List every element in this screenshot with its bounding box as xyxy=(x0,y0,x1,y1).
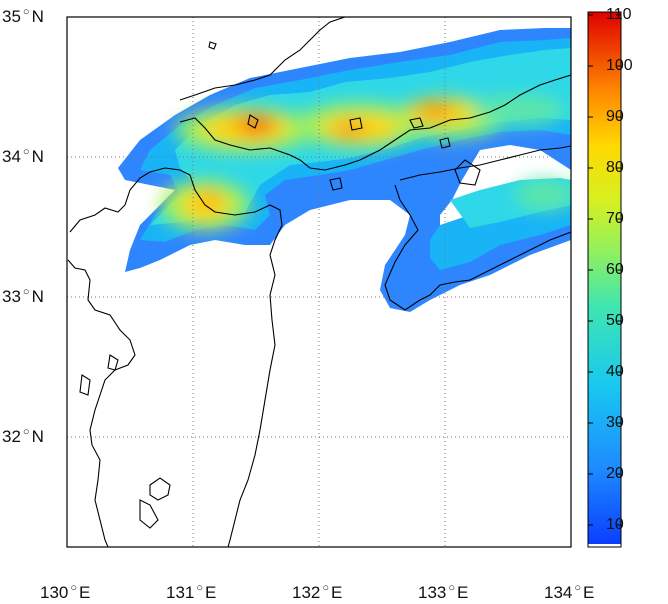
lat-hemisphere: N xyxy=(31,147,44,166)
lon-label-134: 134 ○ E xyxy=(544,582,595,604)
contour-level-85 xyxy=(334,122,366,138)
degree-symbol: ○ xyxy=(22,146,30,158)
lat-label-34: 34 ○ N xyxy=(2,146,44,168)
plot-frame xyxy=(66,16,572,548)
colorbar-tick-label: 50 xyxy=(606,312,624,329)
lon-hemisphere: E xyxy=(331,583,343,602)
degree-symbol: ○ xyxy=(22,426,30,438)
degree-symbol: ○ xyxy=(448,582,456,594)
rainfall-field xyxy=(118,28,571,312)
colorbar-tick-label: 70 xyxy=(606,210,624,227)
contour-level-40 xyxy=(475,95,565,125)
colorbar-tick-label: 80 xyxy=(606,159,624,176)
contour-level-85 xyxy=(200,192,220,204)
lat-value: 32 xyxy=(2,427,21,446)
colorbar-tick-label: 110 xyxy=(606,6,632,23)
lon-hemisphere: E xyxy=(457,583,469,602)
colorbar-tick-label: 40 xyxy=(606,363,624,380)
colorbar-tick-label: 30 xyxy=(606,414,624,431)
lon-label-131: 131 ○ E xyxy=(166,582,217,604)
lon-hemisphere: E xyxy=(205,583,217,602)
colorbar-tick-label: 100 xyxy=(606,57,633,74)
lon-hemisphere: E xyxy=(79,583,91,602)
degree-symbol: ○ xyxy=(22,6,30,18)
lon-value: 133 xyxy=(418,583,447,602)
lon-value: 130 xyxy=(40,583,69,602)
lat-label-33: 33 ○ N xyxy=(2,286,44,308)
contour-level-40 xyxy=(515,180,571,210)
lon-label-133: 133 ○ E xyxy=(418,582,469,604)
lat-label-32: 32 ○ N xyxy=(2,426,44,448)
colorbar-tick-label: 10 xyxy=(606,516,624,533)
lat-hemisphere: N xyxy=(31,7,44,26)
lon-label-132: 132 ○ E xyxy=(292,582,343,604)
degree-symbol: ○ xyxy=(322,582,330,594)
lon-value: 132 xyxy=(292,583,321,602)
lon-value: 134 xyxy=(544,583,573,602)
degree-symbol: ○ xyxy=(22,286,30,298)
colorbar-scale xyxy=(588,12,621,547)
lat-value: 33 xyxy=(2,287,21,306)
colorbar-underflow xyxy=(588,544,621,547)
lat-value: 34 xyxy=(2,147,21,166)
lon-hemisphere: E xyxy=(583,583,595,602)
graticule xyxy=(67,17,571,547)
colorbar-ticks xyxy=(588,14,621,526)
colorbar-tick-label: 90 xyxy=(606,108,624,125)
colorbar-tick-label: 60 xyxy=(606,261,624,278)
degree-symbol: ○ xyxy=(70,582,78,594)
lat-hemisphere: N xyxy=(31,427,44,446)
lat-hemisphere: N xyxy=(31,287,44,306)
lat-value: 35 xyxy=(2,7,21,26)
degree-symbol: ○ xyxy=(196,582,204,594)
lat-label-35: 35 ○ N xyxy=(2,6,44,28)
lon-value: 131 xyxy=(166,583,195,602)
degree-symbol: ○ xyxy=(574,582,582,594)
contour-level-85 xyxy=(417,105,453,119)
colorbar-frame xyxy=(587,11,622,548)
coastline xyxy=(67,17,571,547)
lon-label-130: 130 ○ E xyxy=(40,582,91,604)
colorbar-tick-label: 20 xyxy=(606,465,624,482)
